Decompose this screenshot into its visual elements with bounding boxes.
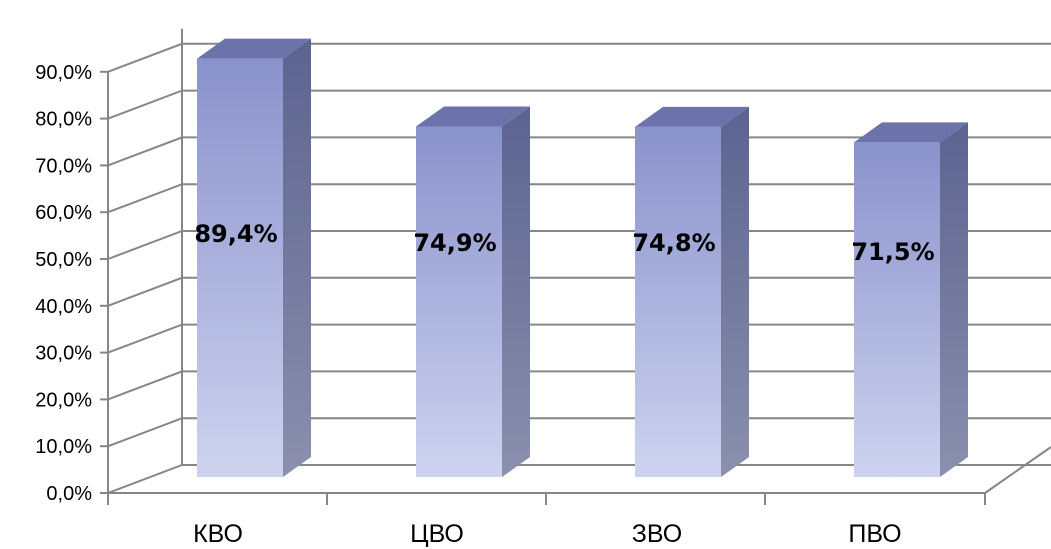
bar-front	[854, 142, 940, 477]
bar-ЦВО: 74,9%	[413, 106, 530, 477]
x-category-label: ЦВО	[410, 520, 464, 548]
data-label: 71,5%	[851, 238, 934, 266]
bar-side	[283, 38, 311, 477]
data-label: 74,8%	[632, 229, 715, 257]
y-tick-label: 50,0%	[35, 249, 92, 271]
bars: 89,4% 74,9% 74,8% 71,5%	[194, 38, 968, 477]
bar-top	[635, 106, 749, 127]
data-label: 74,9%	[413, 229, 496, 257]
y-tick-label: 20,0%	[35, 389, 92, 411]
gridlines	[100, 28, 1051, 505]
y-tick-label: 10,0%	[35, 436, 92, 458]
y-tick-label: 60,0%	[35, 202, 92, 224]
floor-edge	[984, 446, 1051, 494]
bar-front	[635, 126, 721, 477]
bar-side	[940, 122, 968, 477]
bar-front	[416, 126, 502, 477]
y-axis-ticks: 0,0% 10,0% 20,0% 30,0% 40,0% 50,0% 60,0% 70,0% 8…	[35, 62, 92, 505]
bar-ПВО: 71,5%	[851, 122, 968, 477]
x-category-label: ПВО	[848, 520, 901, 548]
bar-ЗВО: 74,8%	[632, 106, 749, 477]
y-tick-label: 90,0%	[35, 62, 92, 84]
bar-top	[854, 122, 968, 143]
x-axis-categories: КВО ЦВО ЗВО ПВО	[193, 520, 902, 548]
x-category-label: ЗВО	[632, 520, 682, 548]
data-label: 89,4%	[194, 220, 277, 248]
y-tick-label: 30,0%	[35, 343, 92, 365]
y-tick-label: 80,0%	[35, 109, 92, 131]
bar-side	[502, 106, 530, 477]
y-tick-label: 0,0%	[46, 483, 92, 505]
bar-КВО: 89,4%	[194, 38, 311, 477]
bar-front	[197, 58, 283, 477]
bar-side	[721, 106, 749, 477]
bar-top	[197, 38, 311, 59]
y-tick-label: 70,0%	[35, 155, 92, 177]
y-tick-label: 40,0%	[35, 296, 92, 318]
x-category-label: КВО	[193, 520, 243, 548]
bar-top	[416, 106, 530, 127]
